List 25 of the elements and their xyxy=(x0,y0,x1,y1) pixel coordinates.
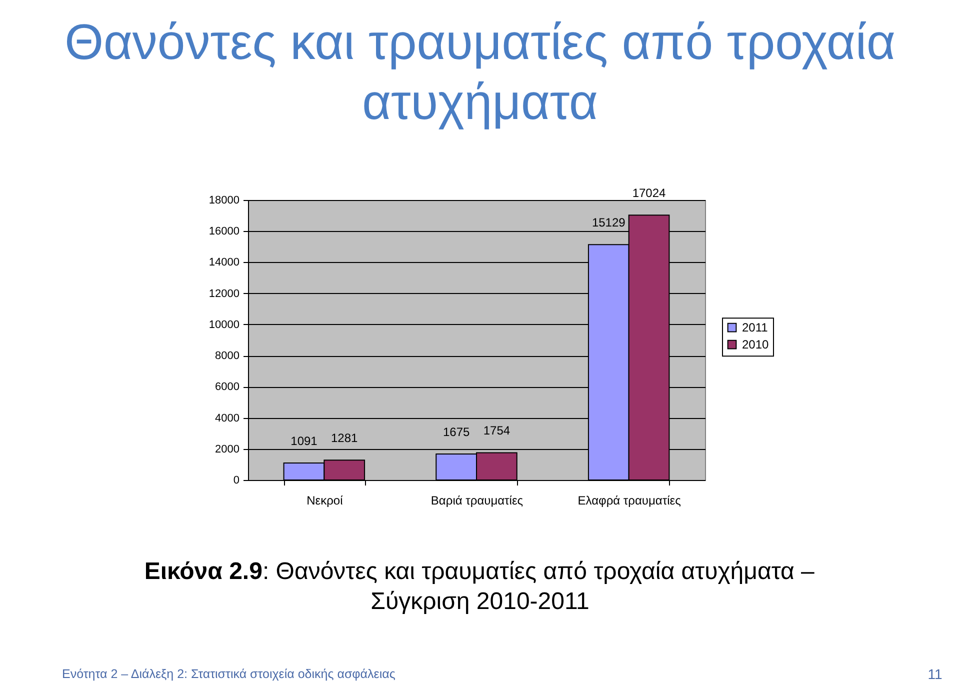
text: Ενότητα 2 – Διάλεξη 2: Στατιστικά στοιχεία οδικής ασφάλειας xyxy=(62,667,396,681)
y-tick-label: 4000 xyxy=(215,412,240,424)
chart-title: Θανόντες και τραυματίες από τροχαία ατυχήματα xyxy=(64,14,896,130)
data-label: 1754 xyxy=(483,424,510,438)
legend-label: 2010 xyxy=(742,338,770,352)
y-tick-label: 16000 xyxy=(208,226,240,238)
x-tick-label: Βαριά τραυματίες xyxy=(430,494,524,508)
data-label: 17024 xyxy=(632,186,666,200)
x-tick-label: Νεκροί xyxy=(306,494,344,508)
x-tick-label: Ελαφρά τραυματίες xyxy=(578,494,682,508)
legend-label: 2011 xyxy=(742,320,768,335)
y-tick-label: 6000 xyxy=(215,381,240,394)
data-label: 1281 xyxy=(331,431,358,446)
y-tick-label: 8000 xyxy=(215,350,240,362)
data-label: 15129 xyxy=(592,216,626,230)
y-tick-label: 2000 xyxy=(215,443,240,456)
y-tick-label: 12000 xyxy=(208,288,240,300)
y-tick-label: 0 xyxy=(233,474,240,486)
data-label: 1091 xyxy=(290,434,318,448)
text: 11 xyxy=(928,666,942,682)
y-tick-label: 14000 xyxy=(208,256,240,269)
y-tick-label: 18000 xyxy=(208,194,240,206)
y-tick-label: 10000 xyxy=(208,318,240,331)
text: Εικόνα 2.9: Θανόντες και τραυματίες από τροχαία ατυχήματα – Σύγκριση 2010-2011 xyxy=(144,558,816,615)
data-label: 1675 xyxy=(442,424,470,439)
